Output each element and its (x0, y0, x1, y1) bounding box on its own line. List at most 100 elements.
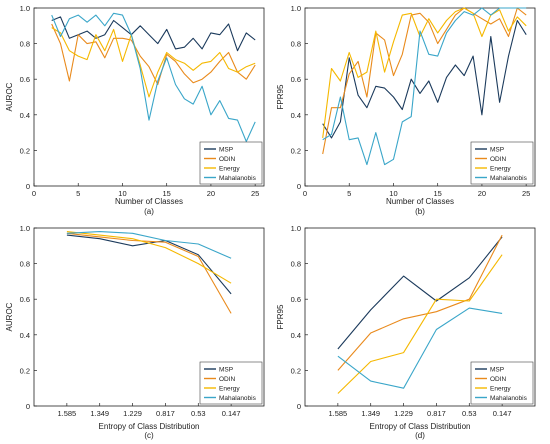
y-tick-label: 0.6 (291, 75, 301, 84)
legend-label-odin: ODIN (219, 156, 236, 163)
legend-label-mahalanobis: Mahalanobis (490, 175, 528, 182)
legend-label-msp: MSP (490, 147, 504, 154)
series-line-energy (66, 231, 232, 284)
chart-panel-4: 0 0.2 0.4 0.6 0.8 1.0 1.585 1.349 1.229 0.817 0.53… (276, 224, 536, 440)
x-tick-label: 5 (347, 189, 351, 198)
x-tick-label: 0.53 (462, 409, 477, 418)
y-tick-label: 0.8 (291, 260, 301, 269)
chart-panel-2: 0 0.2 0.4 0.6 0.8 1.0 0 5 10 15 20 25 Number of Clas… (276, 4, 536, 216)
x-tick-label: 20 (207, 189, 215, 198)
series-line-odin (322, 7, 527, 155)
x-tick-label: 0.817 (427, 409, 446, 418)
y-axis-label: FPR95 (276, 304, 285, 329)
y-tick-label: 0.2 (20, 366, 30, 375)
x-tick-label: 1.585 (328, 409, 347, 418)
x-tick-label: 1.585 (57, 409, 76, 418)
plot-frame (304, 227, 536, 407)
x-tick-label: 5 (76, 189, 80, 198)
legend-label-msp: MSP (219, 367, 233, 374)
y-axis-label: FPR95 (276, 84, 285, 109)
legend-label-mahalanobis: Mahalanobis (219, 175, 257, 182)
legend-label-energy: Energy (219, 386, 240, 393)
x-tick-label: 0.147 (222, 409, 241, 418)
y-tick-label: 0.2 (20, 146, 30, 155)
panel-caption: (a) (144, 207, 154, 216)
series-line-msp (322, 19, 527, 139)
plot-frame (33, 7, 265, 187)
series-line-msp (66, 234, 232, 295)
x-tick-label: 0 (303, 189, 307, 198)
y-tick-label: 0 (26, 182, 30, 191)
y-tick-label: 0.4 (291, 111, 301, 120)
series-line-msp (51, 16, 256, 52)
legend-label-odin: ODIN (490, 376, 507, 383)
x-axis-label: Entropy of Class Distribution (99, 422, 200, 431)
x-tick-label: 0.147 (493, 409, 512, 418)
y-tick-label: 0.8 (20, 260, 30, 269)
legend: MSP ODIN Energy Mahalanobis (470, 361, 534, 405)
x-tick-label: 10 (118, 189, 126, 198)
x-tick-label: 20 (478, 189, 486, 198)
series-line-odin (66, 232, 232, 314)
panel-caption: (d) (415, 431, 425, 440)
x-tick-label: 15 (434, 189, 442, 198)
panel-caption: (b) (415, 207, 425, 216)
y-tick-label: 0.2 (291, 146, 301, 155)
legend-label-msp: MSP (490, 367, 504, 374)
series-line-energy (337, 254, 503, 394)
x-tick-label: 15 (163, 189, 171, 198)
legend-label-odin: ODIN (490, 156, 507, 163)
legend-label-energy: Energy (490, 386, 511, 393)
legend-label-energy: Energy (490, 166, 511, 173)
y-tick-label: 0 (297, 182, 301, 191)
y-tick-label: 0.4 (291, 331, 301, 340)
series-line-mahalanobis (322, 7, 527, 166)
plot-frame (304, 7, 536, 187)
x-tick-label: 1.349 (361, 409, 380, 418)
x-tick-label: 0.53 (191, 409, 206, 418)
x-tick-label: 1.229 (123, 409, 142, 418)
y-tick-label: 0.6 (20, 75, 30, 84)
x-axis-label: Number of Classes (115, 197, 183, 206)
series-line-mahalanobis (51, 12, 256, 143)
plot-frame (33, 227, 265, 407)
legend: MSP ODIN Energy Mahalanobis (199, 141, 263, 185)
series-line-odin (337, 234, 503, 371)
x-tick-label: 1.229 (394, 409, 413, 418)
legend: MSP ODIN Energy Mahalanobis (199, 361, 263, 405)
y-tick-label: 1.0 (291, 224, 301, 233)
series-line-msp (337, 236, 503, 350)
legend: MSP ODIN Energy Mahalanobis (470, 141, 534, 185)
x-tick-label: 0 (32, 189, 36, 198)
y-tick-label: 1.0 (20, 4, 30, 13)
y-tick-label: 1.0 (291, 4, 301, 13)
y-tick-label: 0.8 (291, 40, 301, 49)
y-tick-label: 0.6 (291, 295, 301, 304)
y-tick-label: 0.4 (20, 111, 30, 120)
x-tick-label: 10 (389, 189, 397, 198)
legend-label-mahalanobis: Mahalanobis (219, 395, 257, 402)
y-tick-label: 0.2 (291, 366, 301, 375)
y-axis-label: AUROC (5, 82, 14, 111)
legend-label-energy: Energy (219, 166, 240, 173)
y-axis-label: AUROC (5, 302, 14, 331)
series-line-mahalanobis (337, 307, 503, 389)
series-line-mahalanobis (66, 231, 232, 259)
legend-label-odin: ODIN (219, 376, 236, 383)
y-tick-label: 0.6 (20, 295, 30, 304)
x-axis-label: Entropy of Class Distribution (370, 422, 471, 431)
legend-label-mahalanobis: Mahalanobis (490, 395, 528, 402)
x-tick-label: 25 (251, 189, 259, 198)
panel-caption: (c) (144, 431, 154, 440)
y-tick-label: 1.0 (20, 224, 30, 233)
y-tick-label: 0.8 (20, 40, 30, 49)
y-tick-label: 0 (26, 402, 30, 411)
series-line-energy (51, 27, 256, 98)
series-line-odin (51, 23, 256, 86)
y-tick-label: 0.4 (20, 331, 30, 340)
x-tick-label: 0.817 (156, 409, 175, 418)
chart-panel-1: 0 0.2 0.4 0.6 0.8 1.0 0 5 10 15 20 25 Number of Clas… (5, 4, 265, 216)
x-tick-label: 25 (522, 189, 530, 198)
chart-panel-3: 0 0.2 0.4 0.6 0.8 1.0 1.585 1.349 1.229 0.817 0.53… (5, 224, 265, 440)
